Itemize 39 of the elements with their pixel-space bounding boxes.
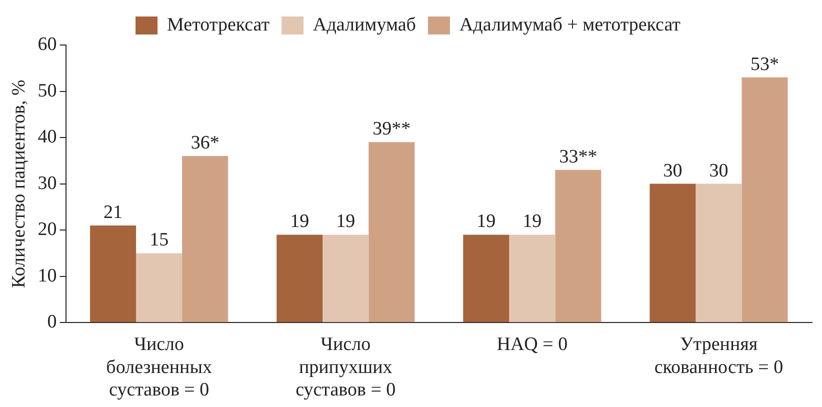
bar (509, 234, 556, 322)
data-label: 53* (750, 54, 779, 75)
data-label: 30 (709, 160, 728, 182)
x-tick-label: Число болезненных суставов = 0 (106, 334, 212, 401)
x-tick-label: Утренняя скованность = 0 (654, 334, 784, 378)
bar (650, 184, 696, 322)
y-tick-label: 20 (38, 219, 57, 240)
data-label: 21 (104, 202, 123, 223)
data-label: 39** (372, 118, 411, 140)
y-tick-label: 10 (38, 265, 57, 286)
y-tick-label: 50 (38, 80, 57, 102)
bar (463, 234, 510, 322)
data-label: 15 (150, 230, 169, 251)
bar (742, 77, 788, 322)
data-label: 19 (476, 211, 496, 232)
data-label: 19 (522, 211, 542, 232)
legend-label: Метотрексат (167, 14, 270, 36)
bar (322, 234, 369, 322)
data-label: 30 (663, 160, 682, 182)
y-axis-title: Количество пациентов, % (8, 79, 30, 288)
data-label: 19 (336, 211, 356, 232)
bar (696, 184, 742, 322)
legend-label: Адалимумаб (313, 14, 416, 36)
y-tick-label: 40 (38, 126, 57, 148)
y-tick-label: 30 (38, 172, 57, 194)
legend-label: Адалимумаб + метотрексат (459, 14, 682, 36)
bar (182, 156, 228, 322)
data-label: 33** (559, 146, 598, 168)
bar (555, 170, 602, 322)
y-tick-label: 60 (38, 34, 57, 55)
bar (136, 253, 182, 322)
y-tick-label: 0 (47, 312, 57, 333)
bar (276, 234, 323, 322)
data-label: 19 (290, 211, 310, 232)
bar (368, 142, 415, 322)
bar (90, 225, 136, 322)
x-tick-label: HAQ = 0 (496, 334, 568, 355)
x-tick-label: Число припухших суставов = 0 (296, 334, 396, 401)
data-label: 36* (190, 132, 220, 154)
